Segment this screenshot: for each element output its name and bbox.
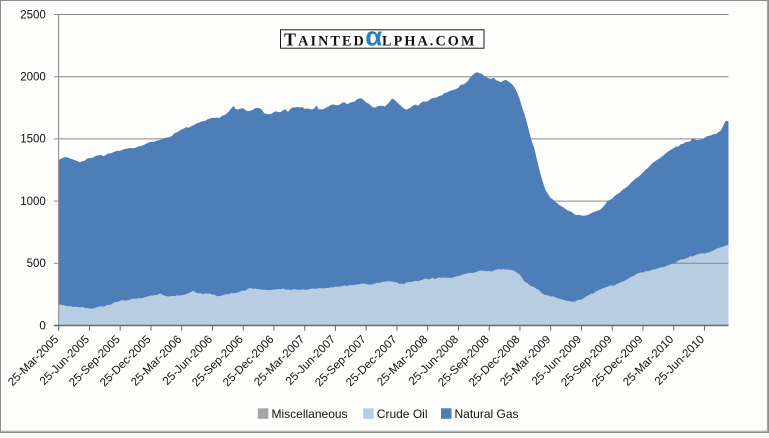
- svg-text:Natural Gas: Natural Gas: [455, 407, 519, 421]
- svg-text:2000: 2000: [20, 72, 46, 84]
- svg-text:α: α: [365, 21, 382, 51]
- svg-text:LPHA.COM: LPHA.COM: [382, 33, 476, 49]
- svg-text:500: 500: [27, 258, 46, 270]
- svg-text:Miscellaneous: Miscellaneous: [272, 407, 348, 421]
- svg-text:1000: 1000: [20, 196, 46, 208]
- svg-text:Crude Oil: Crude Oil: [377, 407, 428, 421]
- svg-text:2500: 2500: [20, 9, 46, 21]
- svg-text:TAINTED: TAINTED: [284, 29, 366, 49]
- svg-text:0: 0: [39, 320, 45, 332]
- svg-text:1500: 1500: [20, 134, 46, 146]
